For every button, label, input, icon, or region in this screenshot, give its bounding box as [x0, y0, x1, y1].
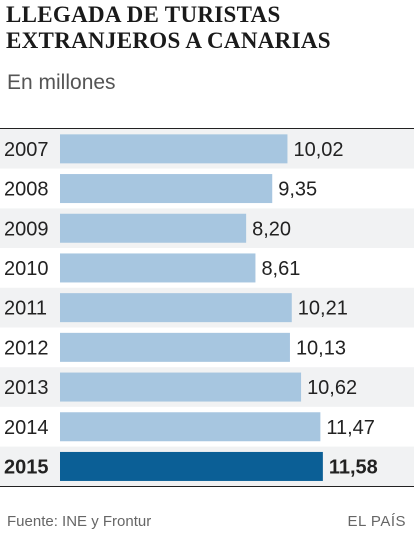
chart-subtitle: En millones	[7, 71, 116, 94]
bar	[60, 253, 256, 283]
bar	[60, 174, 273, 204]
year-label: 2011	[4, 298, 47, 320]
value-label: 10,21	[298, 298, 348, 320]
value-label: 11,47	[326, 417, 375, 439]
value-label: 10,02	[293, 139, 343, 161]
bar	[60, 332, 290, 362]
year-label: 2008	[4, 179, 49, 201]
bar	[60, 213, 247, 243]
year-label: 2009	[4, 218, 49, 240]
year-label: 2007	[4, 139, 49, 161]
value-label: 11,58	[329, 456, 378, 478]
value-label: 8,20	[252, 218, 291, 240]
bar	[60, 134, 288, 164]
value-label: 10,13	[296, 337, 346, 359]
value-label: 9,35	[278, 179, 317, 201]
chart-title-line-1: LLEGADA DE TURISTAS	[6, 2, 281, 27]
bar	[60, 293, 292, 323]
chart-title: LLEGADA DE TURISTAS EXTRANJEROS A CANARI…	[6, 2, 406, 54]
year-label: 2013	[4, 377, 49, 399]
year-label: 2012	[4, 337, 49, 359]
year-label: 2015	[4, 456, 49, 478]
bar	[60, 372, 302, 402]
value-label: 8,61	[261, 258, 300, 280]
value-label: 10,62	[307, 377, 357, 399]
bar-chart: 2007 10,02 2008 9,35 2009 8,20 2010 8,61 2011 10,…	[0, 129, 414, 486]
year-label: 2010	[4, 258, 49, 280]
year-label: 2014	[4, 417, 49, 439]
bar	[60, 412, 321, 442]
chart-title-line-2: EXTRANJEROS A CANARIAS	[6, 28, 331, 53]
publisher-logo: EL PAÍS	[347, 513, 406, 530]
bottom-divider	[0, 486, 414, 487]
source-note: Fuente: INE y Frontur	[7, 513, 152, 530]
bar	[60, 451, 323, 481]
top-divider	[0, 128, 414, 129]
